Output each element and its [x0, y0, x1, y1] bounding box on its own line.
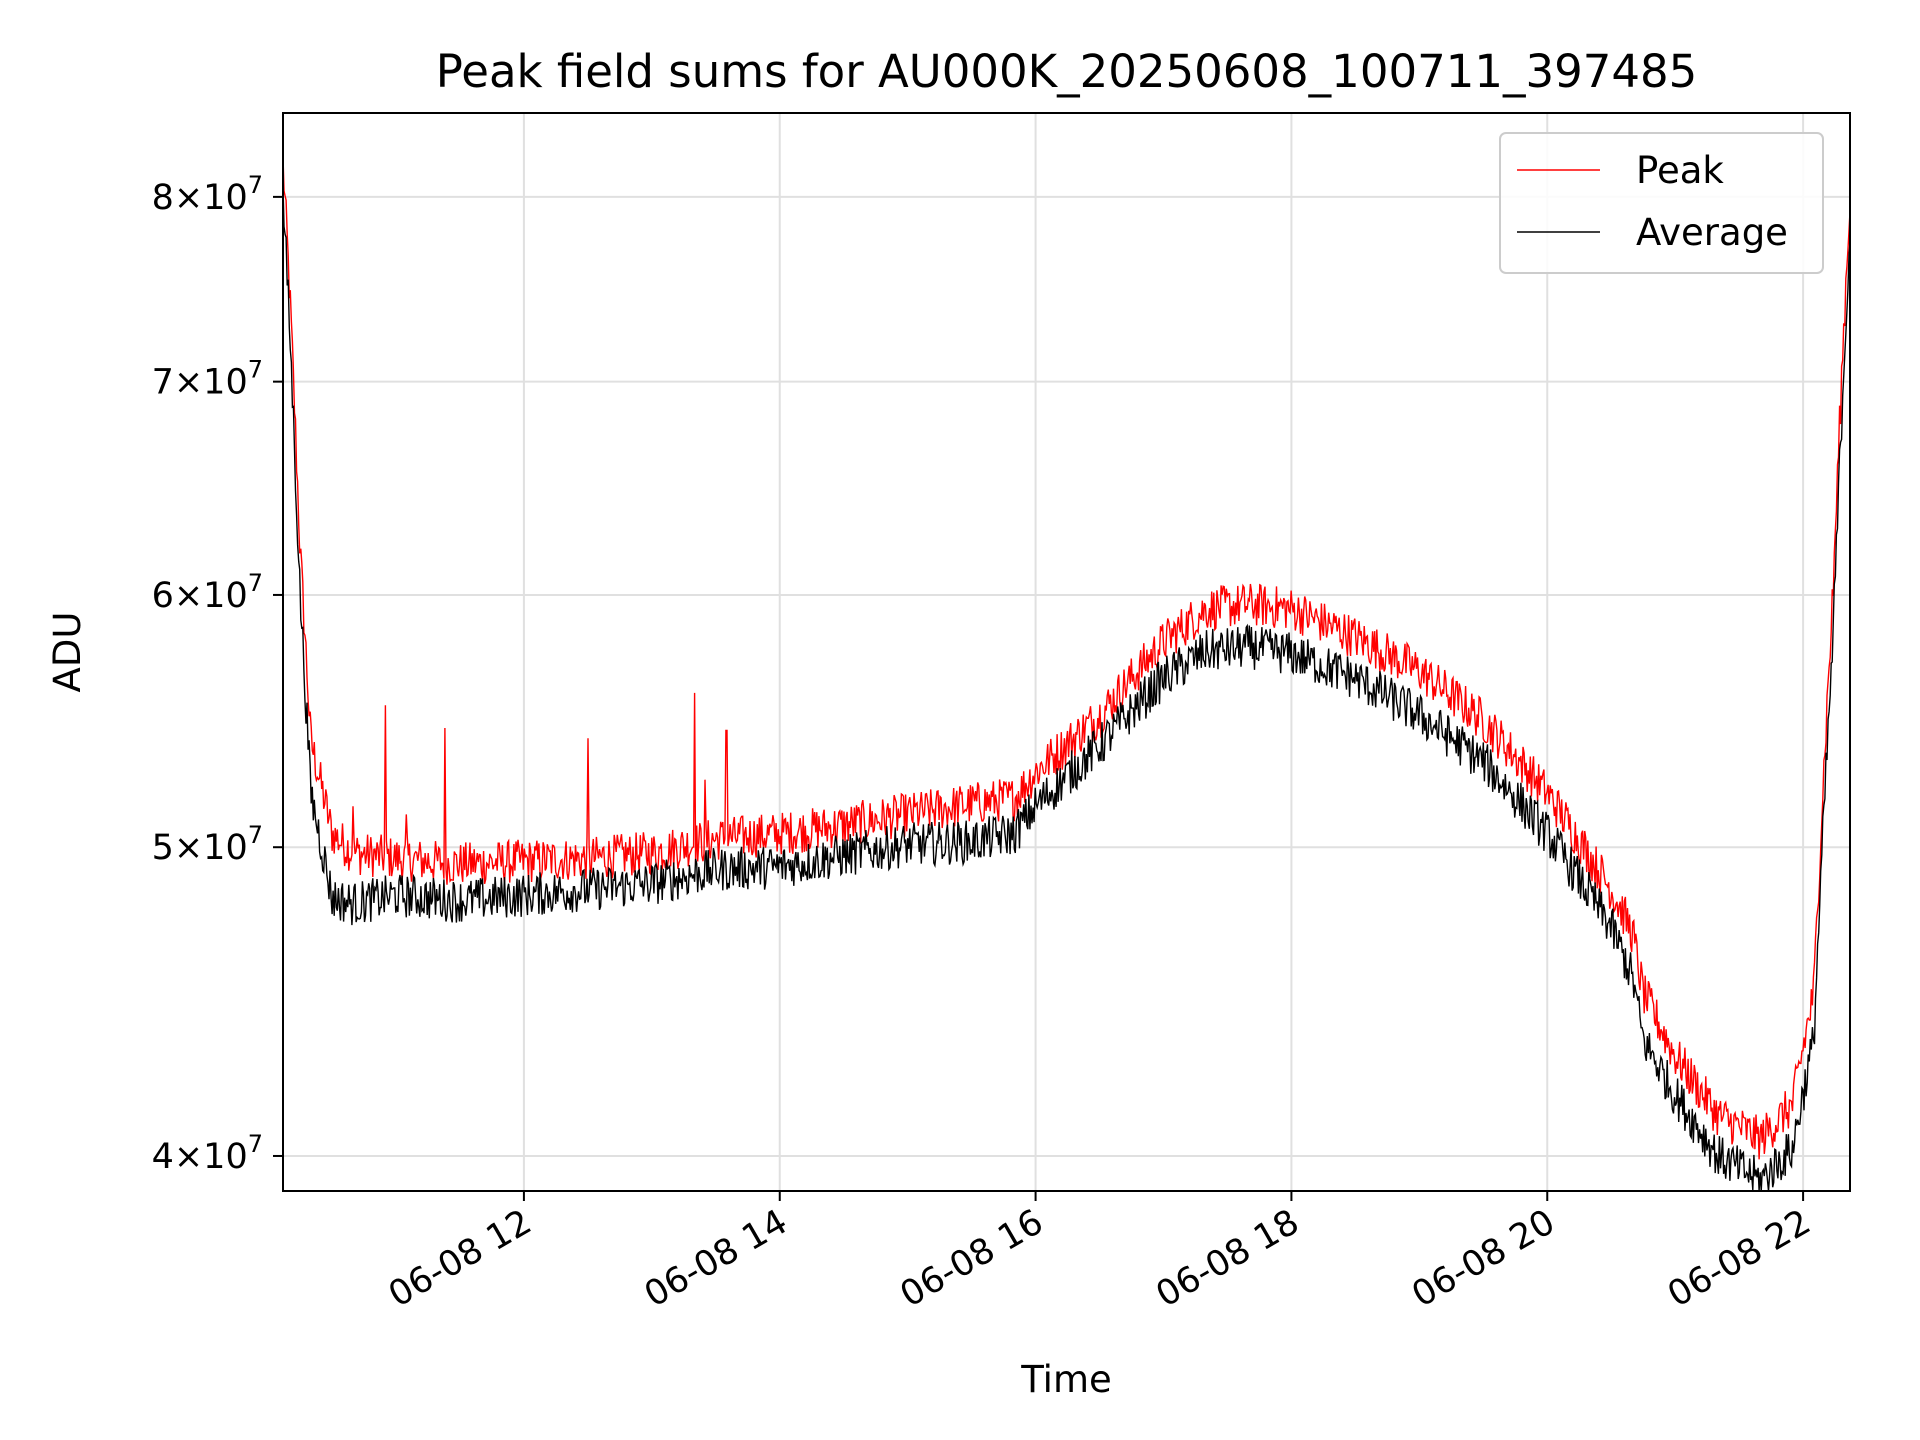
x-axis-title: Time	[1020, 1358, 1112, 1401]
y-tick-label: 4×107	[152, 1130, 263, 1177]
y-axis-title: ADU	[46, 612, 89, 693]
legend-box	[1499, 132, 1824, 274]
y-tick-label: 7×107	[152, 356, 263, 403]
y-tick-label: 8×107	[152, 171, 263, 218]
axes-frame	[282, 112, 1851, 1192]
series-line-peak	[283, 155, 1850, 1160]
legend: Peak Average	[1499, 132, 1824, 274]
legend-label-average: Average	[1636, 211, 1788, 254]
series-line-average	[283, 185, 1850, 1191]
chart-title: Peak field sums for AU000K_20250608_1007…	[436, 45, 1698, 98]
plot-area	[283, 155, 1850, 1191]
legend-label-peak: Peak	[1636, 149, 1724, 192]
y-tick-label: 5×107	[152, 821, 263, 868]
y-axis: 4×107 5×107 6×107 7×107 8×107	[152, 171, 283, 1177]
y-tick-label: 6×107	[152, 569, 263, 616]
